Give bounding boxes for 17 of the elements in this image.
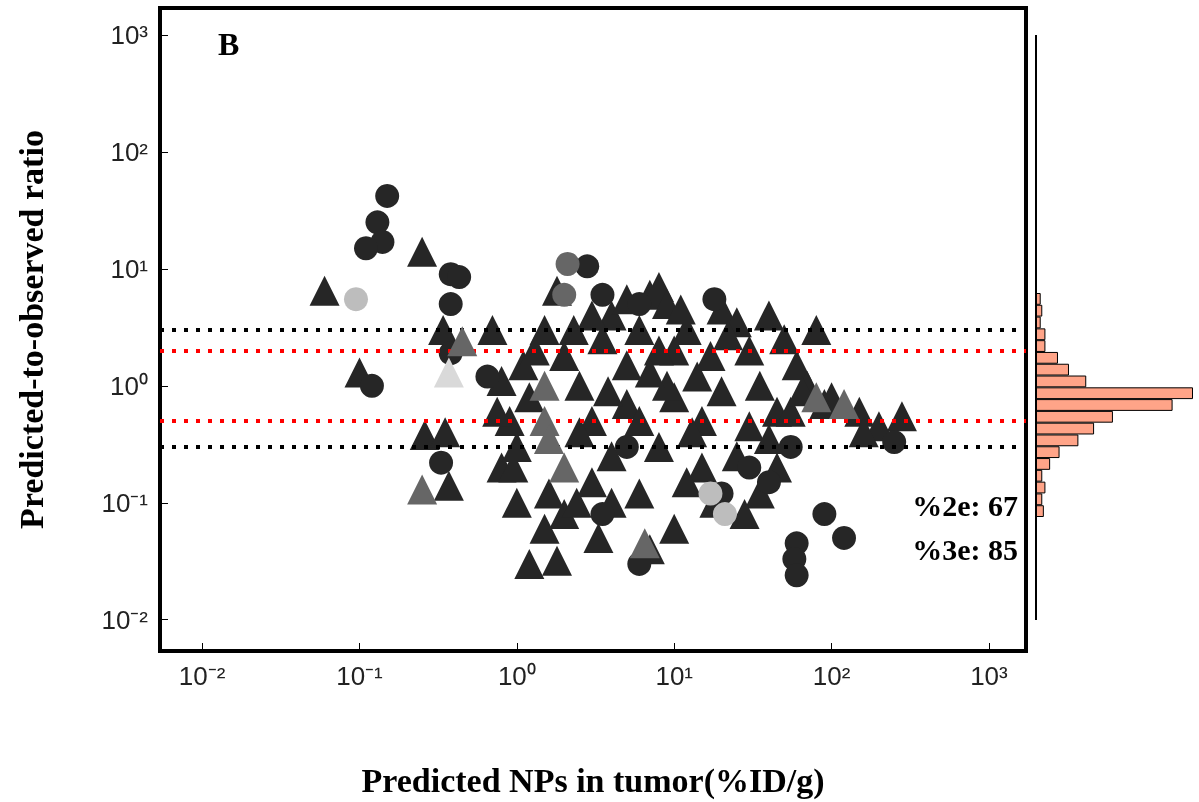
- x-tick-label: 10⁰: [497, 661, 536, 691]
- annotation: %3e: 85: [912, 532, 1019, 566]
- x-tick-label: 10⁻²: [178, 661, 226, 691]
- y-tick-label: 10¹: [110, 253, 149, 284]
- y-tick-label: 10⁰: [110, 370, 148, 401]
- y-tick-label: 10³: [110, 19, 149, 50]
- y-tick-label: 10²: [110, 136, 149, 167]
- annotation: %2e: 67: [912, 488, 1019, 522]
- annotation: B: [218, 26, 240, 62]
- y-axis-title: Predicted-to-observed ratio: [12, 130, 50, 529]
- x-tick-label: 10³: [970, 661, 1009, 691]
- x-axis-title: Predicted NPs in tumor(%ID/g): [361, 761, 825, 800]
- x-tick-label: 10⁻¹: [336, 661, 384, 691]
- y-tick-label: 10⁻¹: [101, 487, 149, 518]
- x-tick-label: 10²: [812, 661, 851, 691]
- y-tick-label: 10⁻²: [101, 604, 149, 635]
- x-tick-label: 10¹: [655, 661, 694, 691]
